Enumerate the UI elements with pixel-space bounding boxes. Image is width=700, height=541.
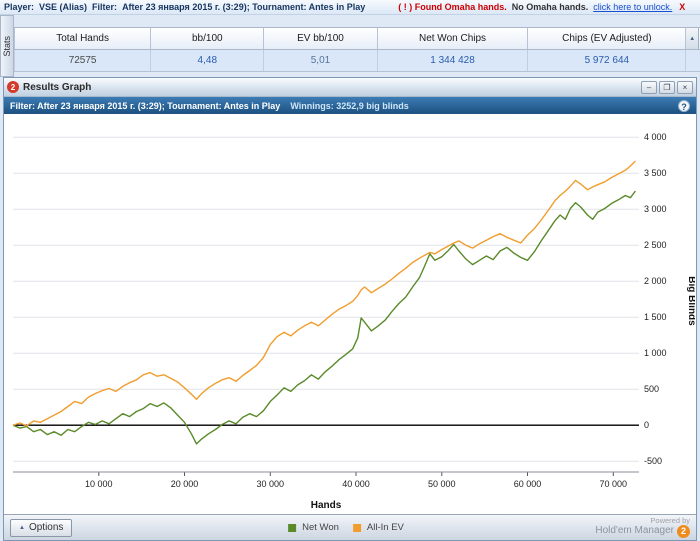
up-arrow-icon: ▲	[689, 35, 696, 42]
maximize-button[interactable]: ❐	[659, 80, 675, 94]
chart-legend: Net Won All-In EV	[288, 522, 412, 533]
omaha-note-text: No Omaha hands.	[511, 2, 589, 12]
chevron-up-icon: ▲	[19, 524, 25, 531]
unlock-link[interactable]: click here to unlock.	[593, 2, 673, 12]
stats-side-tab[interactable]: Stats	[0, 15, 14, 77]
brand-text: Hold'em Manager	[595, 525, 674, 537]
column-header-bb100[interactable]: bb/100	[151, 28, 265, 49]
window-title: Results Graph	[23, 81, 92, 93]
stat-total-hands: 72575	[14, 50, 152, 71]
close-button[interactable]: ×	[677, 80, 693, 94]
winnings-text: Winnings: 3252,9 big blinds	[290, 100, 409, 111]
svg-text:-500: -500	[644, 456, 662, 466]
column-header-total-hands[interactable]: Total Hands	[14, 28, 152, 49]
filter-value: After 23 января 2015 г. (3:29); Tourname…	[122, 2, 366, 12]
filter-label: Filter:	[92, 2, 118, 12]
warning-close-button[interactable]: X	[679, 2, 686, 12]
svg-text:30 000: 30 000	[257, 479, 285, 489]
all-in-ev-legend-label: All-In EV	[366, 522, 404, 533]
svg-text:Big Blinds: Big Blinds	[686, 276, 695, 326]
stat-ev-bb100: 5,01	[264, 50, 378, 71]
svg-text:500: 500	[644, 384, 659, 394]
options-button-label: Options	[28, 522, 64, 533]
powered-by-text: Powered by	[650, 516, 690, 526]
results-graph-titlebar[interactable]: 2 Results Graph – ❐ ×	[4, 78, 696, 97]
stats-value-row: 72575 4,48 5,01 1 344 428 5 972 644	[14, 50, 700, 72]
svg-text:2 500: 2 500	[644, 240, 667, 250]
help-button[interactable]: ?	[678, 99, 690, 112]
svg-text:40 000: 40 000	[342, 479, 370, 489]
column-header-net-won-chips[interactable]: Net Won Chips	[378, 28, 529, 49]
svg-text:50 000: 50 000	[428, 479, 456, 489]
svg-text:0: 0	[644, 420, 649, 430]
graph-filter-bar: Filter: After 23 января 2015 г. (3:29); …	[4, 97, 696, 114]
net-won-legend-label: Net Won	[302, 522, 339, 533]
stat-bb100: 4,48	[151, 50, 265, 71]
all-in-ev-legend-swatch	[352, 523, 361, 532]
player-label: Player:	[4, 2, 35, 12]
stats-header-row: Total Hands bb/100 EV bb/100 Net Won Chi…	[14, 27, 700, 50]
svg-text:3 500: 3 500	[644, 168, 667, 178]
svg-text:70 000: 70 000	[600, 479, 628, 489]
graph-filter-text: Filter: After 23 января 2015 г. (3:29); …	[10, 100, 281, 111]
net-won-legend-swatch	[288, 523, 297, 532]
svg-text:10 000: 10 000	[85, 479, 113, 489]
graph-bottom-bar: ▲ Options Net Won All-In EV Powered by H…	[4, 514, 696, 540]
stat-net-won-chips: 1 344 428	[378, 50, 529, 71]
scroll-up-button[interactable]: ▲	[686, 28, 700, 49]
top-info-bar: Player: VSE (Alias) Filter: After 23 янв…	[0, 0, 700, 15]
stat-chips-ev-adjusted: 5 972 644	[528, 50, 687, 71]
stats-table: Total Hands bb/100 EV bb/100 Net Won Chi…	[14, 27, 700, 72]
column-header-ev-bb100[interactable]: EV bb/100	[264, 28, 378, 49]
results-graph-window: 2 Results Graph – ❐ × Filter: After 23 я…	[3, 77, 697, 541]
omaha-warning-text: ( ! ) Found Omaha hands.	[398, 2, 507, 12]
hm2-logo: 2	[677, 524, 690, 538]
hm2-app-icon: 2	[7, 81, 19, 93]
results-chart-svg: -500 0 500 1 000 1 500 2 000 2 500 3 000 3 500 4 …	[12, 132, 695, 511]
powered-by-block: Powered by Hold'em Manager 2	[595, 517, 690, 538]
svg-text:Hands: Hands	[311, 500, 342, 511]
svg-text:1 000: 1 000	[644, 348, 667, 358]
svg-text:4 000: 4 000	[644, 132, 667, 142]
options-button[interactable]: ▲ Options	[10, 518, 73, 537]
svg-text:2 000: 2 000	[644, 276, 667, 286]
svg-text:3 000: 3 000	[644, 204, 667, 214]
results-chart: -500 0 500 1 000 1 500 2 000 2 500 3 000 3 500 4 …	[4, 114, 696, 514]
svg-text:1 500: 1 500	[644, 312, 667, 322]
player-value: VSE (Alias)	[39, 2, 88, 12]
svg-text:20 000: 20 000	[171, 479, 199, 489]
svg-text:60 000: 60 000	[514, 479, 542, 489]
minimize-button[interactable]: –	[641, 80, 657, 94]
stats-tab-label: Stats	[2, 35, 12, 57]
column-header-chips-ev-adjusted[interactable]: Chips (EV Adjusted)	[528, 28, 687, 49]
